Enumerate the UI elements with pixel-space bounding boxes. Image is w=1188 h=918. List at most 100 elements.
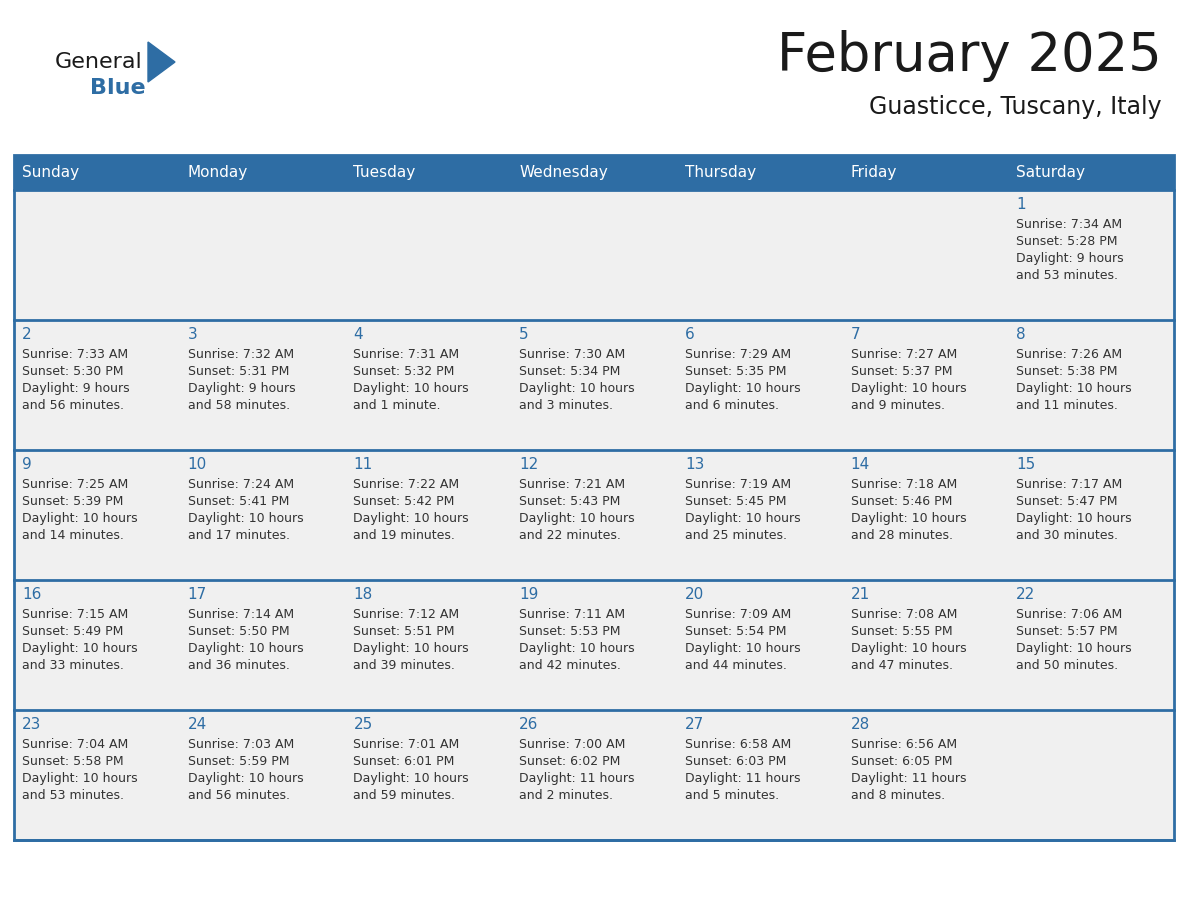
Text: 12: 12 [519,457,538,472]
Text: and 44 minutes.: and 44 minutes. [684,659,786,672]
Text: Sunset: 5:31 PM: Sunset: 5:31 PM [188,365,289,378]
Text: Sunrise: 7:03 AM: Sunrise: 7:03 AM [188,738,293,751]
Text: Daylight: 10 hours: Daylight: 10 hours [519,382,634,395]
Text: Sunrise: 7:24 AM: Sunrise: 7:24 AM [188,478,293,491]
Text: Sunrise: 7:00 AM: Sunrise: 7:00 AM [519,738,626,751]
Text: and 1 minute.: and 1 minute. [353,399,441,412]
Text: 2: 2 [23,327,32,342]
Bar [14,710,1174,840]
Text: Sunrise: 7:06 AM: Sunrise: 7:06 AM [1016,608,1123,621]
Text: Daylight: 10 hours: Daylight: 10 hours [519,642,634,655]
Text: Daylight: 10 hours: Daylight: 10 hours [23,642,138,655]
Text: 5: 5 [519,327,529,342]
Text: Sunset: 5:49 PM: Sunset: 5:49 PM [23,625,124,638]
Text: Daylight: 10 hours: Daylight: 10 hours [684,642,801,655]
Text: 21: 21 [851,587,870,602]
Text: Sunrise: 7:22 AM: Sunrise: 7:22 AM [353,478,460,491]
Text: Sunset: 5:42 PM: Sunset: 5:42 PM [353,495,455,508]
Text: Daylight: 10 hours: Daylight: 10 hours [23,512,138,525]
Text: Sunrise: 7:08 AM: Sunrise: 7:08 AM [851,608,958,621]
Text: Sunrise: 7:32 AM: Sunrise: 7:32 AM [188,348,293,361]
Text: Sunrise: 7:17 AM: Sunrise: 7:17 AM [1016,478,1123,491]
Text: Thursday: Thursday [684,165,756,180]
Text: Sunrise: 7:29 AM: Sunrise: 7:29 AM [684,348,791,361]
Text: Sunrise: 7:14 AM: Sunrise: 7:14 AM [188,608,293,621]
Text: 26: 26 [519,717,538,732]
Text: and 36 minutes.: and 36 minutes. [188,659,290,672]
Text: and 22 minutes.: and 22 minutes. [519,529,621,542]
Text: Sunset: 5:43 PM: Sunset: 5:43 PM [519,495,620,508]
Text: Daylight: 11 hours: Daylight: 11 hours [851,772,966,785]
Text: and 25 minutes.: and 25 minutes. [684,529,786,542]
Text: Saturday: Saturday [1016,165,1086,180]
Text: Sunset: 5:32 PM: Sunset: 5:32 PM [353,365,455,378]
Text: Daylight: 10 hours: Daylight: 10 hours [188,772,303,785]
Text: Daylight: 10 hours: Daylight: 10 hours [519,512,634,525]
Text: Daylight: 10 hours: Daylight: 10 hours [684,382,801,395]
Text: Sunset: 5:28 PM: Sunset: 5:28 PM [1016,235,1118,248]
Text: Daylight: 11 hours: Daylight: 11 hours [519,772,634,785]
Text: and 28 minutes.: and 28 minutes. [851,529,953,542]
Text: and 9 minutes.: and 9 minutes. [851,399,944,412]
Text: Sunset: 6:05 PM: Sunset: 6:05 PM [851,755,952,768]
Text: and 11 minutes.: and 11 minutes. [1016,399,1118,412]
Text: Sunset: 5:47 PM: Sunset: 5:47 PM [1016,495,1118,508]
Text: Sunset: 5:50 PM: Sunset: 5:50 PM [188,625,290,638]
Text: Sunrise: 7:26 AM: Sunrise: 7:26 AM [1016,348,1123,361]
Text: 7: 7 [851,327,860,342]
Text: Sunrise: 7:30 AM: Sunrise: 7:30 AM [519,348,625,361]
Text: and 6 minutes.: and 6 minutes. [684,399,779,412]
Text: and 39 minutes.: and 39 minutes. [353,659,455,672]
Text: Sunset: 5:37 PM: Sunset: 5:37 PM [851,365,952,378]
Text: Daylight: 10 hours: Daylight: 10 hours [188,512,303,525]
Text: and 50 minutes.: and 50 minutes. [1016,659,1118,672]
Text: Sunday: Sunday [23,165,80,180]
Text: Sunrise: 7:09 AM: Sunrise: 7:09 AM [684,608,791,621]
Text: Sunrise: 6:58 AM: Sunrise: 6:58 AM [684,738,791,751]
Text: Daylight: 10 hours: Daylight: 10 hours [851,642,966,655]
Text: Sunset: 5:34 PM: Sunset: 5:34 PM [519,365,620,378]
Text: Sunrise: 7:04 AM: Sunrise: 7:04 AM [23,738,128,751]
Text: Sunrise: 7:25 AM: Sunrise: 7:25 AM [23,478,128,491]
Text: Sunrise: 7:31 AM: Sunrise: 7:31 AM [353,348,460,361]
Text: Daylight: 10 hours: Daylight: 10 hours [23,772,138,785]
Text: 20: 20 [684,587,704,602]
Text: Daylight: 10 hours: Daylight: 10 hours [1016,642,1132,655]
Text: Daylight: 10 hours: Daylight: 10 hours [353,642,469,655]
Text: and 3 minutes.: and 3 minutes. [519,399,613,412]
Text: Daylight: 10 hours: Daylight: 10 hours [851,382,966,395]
Text: Sunset: 5:59 PM: Sunset: 5:59 PM [188,755,289,768]
Text: and 8 minutes.: and 8 minutes. [851,789,944,802]
Text: and 47 minutes.: and 47 minutes. [851,659,953,672]
Text: Tuesday: Tuesday [353,165,416,180]
Text: 16: 16 [23,587,42,602]
Text: Daylight: 11 hours: Daylight: 11 hours [684,772,801,785]
Bar [14,320,1174,450]
Bar [14,580,1174,710]
Text: Friday: Friday [851,165,897,180]
Text: and 2 minutes.: and 2 minutes. [519,789,613,802]
Text: 27: 27 [684,717,704,732]
Text: and 19 minutes.: and 19 minutes. [353,529,455,542]
Bar [14,190,1174,320]
Text: Daylight: 9 hours: Daylight: 9 hours [23,382,129,395]
Text: Daylight: 10 hours: Daylight: 10 hours [353,382,469,395]
Text: and 14 minutes.: and 14 minutes. [23,529,124,542]
Text: 14: 14 [851,457,870,472]
Text: Daylight: 10 hours: Daylight: 10 hours [1016,512,1132,525]
Text: Daylight: 10 hours: Daylight: 10 hours [684,512,801,525]
Text: Sunrise: 7:33 AM: Sunrise: 7:33 AM [23,348,128,361]
Text: Sunrise: 7:19 AM: Sunrise: 7:19 AM [684,478,791,491]
Text: 17: 17 [188,587,207,602]
Text: and 53 minutes.: and 53 minutes. [23,789,124,802]
Text: Sunset: 6:02 PM: Sunset: 6:02 PM [519,755,620,768]
Text: 9: 9 [23,457,32,472]
Text: Sunset: 5:57 PM: Sunset: 5:57 PM [1016,625,1118,638]
Text: 10: 10 [188,457,207,472]
Text: Sunrise: 7:21 AM: Sunrise: 7:21 AM [519,478,625,491]
Text: Daylight: 10 hours: Daylight: 10 hours [353,772,469,785]
Text: 25: 25 [353,717,373,732]
Text: Sunset: 5:30 PM: Sunset: 5:30 PM [23,365,124,378]
Text: Sunrise: 7:27 AM: Sunrise: 7:27 AM [851,348,956,361]
Text: and 56 minutes.: and 56 minutes. [23,399,124,412]
